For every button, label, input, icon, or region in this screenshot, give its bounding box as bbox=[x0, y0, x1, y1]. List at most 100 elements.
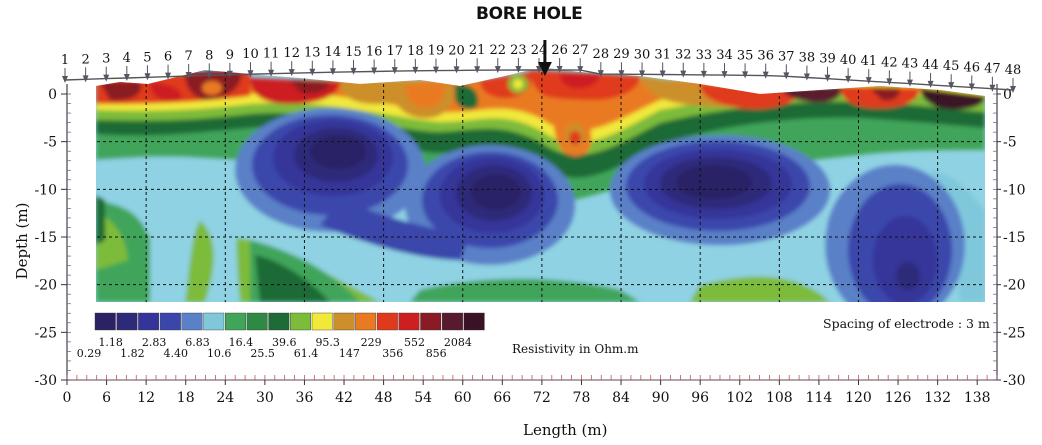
electrode-label: 10 bbox=[242, 47, 259, 62]
electrode-marker bbox=[639, 70, 646, 78]
x-tick-label: 48 bbox=[375, 390, 393, 406]
electrode-label: 15 bbox=[345, 45, 362, 60]
electrode-label: 29 bbox=[613, 47, 630, 62]
electrode-marker bbox=[494, 66, 501, 74]
electrode-label: 37 bbox=[778, 49, 795, 64]
x-tick-label: 24 bbox=[216, 390, 234, 406]
y-tick-label-right: -10 bbox=[1003, 182, 1026, 198]
legend-value: 61.4 bbox=[294, 347, 319, 360]
electrode-marker bbox=[144, 73, 151, 81]
legend-swatch bbox=[376, 312, 398, 331]
x-tick-label: 90 bbox=[652, 390, 670, 406]
x-tick-label: 132 bbox=[924, 390, 951, 406]
x-tick-label: 18 bbox=[177, 390, 195, 406]
electrode-marker bbox=[968, 83, 975, 91]
legend-value: 552 bbox=[404, 336, 425, 349]
electrode-marker bbox=[865, 77, 872, 85]
legend-swatch bbox=[116, 312, 138, 331]
y-tick-label-left: -15 bbox=[34, 230, 57, 246]
x-tick-label: 12 bbox=[137, 390, 155, 406]
legend-swatch bbox=[355, 312, 377, 331]
electrode-label: 22 bbox=[490, 43, 507, 58]
electrode-spacing-note: Spacing of electrode : 3 m bbox=[823, 316, 990, 331]
y-tick-label-left: -5 bbox=[43, 135, 57, 151]
x-tick-label: 120 bbox=[845, 390, 872, 406]
electrode-label: 3 bbox=[102, 52, 110, 67]
electrode-marker bbox=[618, 70, 625, 78]
electrode-marker bbox=[226, 70, 233, 78]
electrode-label: 21 bbox=[469, 43, 486, 58]
legend-value: 1.18 bbox=[98, 336, 123, 349]
electrode-label: 23 bbox=[510, 43, 527, 58]
legend-swatch bbox=[181, 312, 203, 331]
electrode-label: 28 bbox=[593, 47, 610, 62]
x-tick-label: 42 bbox=[335, 390, 353, 406]
section-grid bbox=[96, 68, 985, 302]
electrode-label: 13 bbox=[304, 46, 321, 61]
electrode-label: 33 bbox=[696, 48, 713, 63]
resistivity-legend: 0.291.181.822.834.406.8310.616.425.539.6… bbox=[77, 312, 485, 360]
borehole-arrow bbox=[537, 62, 552, 76]
electrode-marker bbox=[247, 70, 254, 78]
electrode-marker bbox=[123, 73, 130, 81]
axes: 0 6 12 18 24 30 36 42 48 54 60 66 72 78 84 90 96 102 108 11… bbox=[34, 84, 1026, 406]
electrode-label: 24 bbox=[531, 43, 548, 58]
electrode-label: 42 bbox=[881, 55, 898, 70]
electrode-marker bbox=[803, 73, 810, 81]
legend-swatch bbox=[333, 312, 355, 331]
x-tick-label: 0 bbox=[63, 390, 72, 406]
electrode-label: 14 bbox=[325, 45, 342, 60]
legend-swatch bbox=[159, 312, 181, 331]
electrode-marker bbox=[536, 66, 542, 73]
x-tick-label: 138 bbox=[964, 390, 991, 406]
x-tick-label: 84 bbox=[612, 390, 630, 406]
electrode-label: 31 bbox=[654, 47, 671, 62]
x-tick-label: 60 bbox=[454, 390, 472, 406]
legend-value: 229 bbox=[361, 336, 382, 349]
electrode-label: 5 bbox=[143, 50, 151, 65]
electrode-marker bbox=[680, 70, 687, 78]
electrode-label: 46 bbox=[964, 60, 981, 75]
electrode-marker bbox=[845, 75, 852, 83]
electrode-label: 12 bbox=[283, 46, 300, 61]
electrode-label: 35 bbox=[737, 48, 754, 63]
electrode-marker bbox=[906, 79, 913, 87]
electrode-marker bbox=[597, 70, 604, 78]
x-axis-title: Length (m) bbox=[523, 421, 608, 439]
x-tick-label: 96 bbox=[691, 390, 709, 406]
legend-value: 2084 bbox=[444, 336, 472, 349]
electrode-marker bbox=[1010, 86, 1016, 93]
legend-value: 2.83 bbox=[142, 336, 167, 349]
electrode-marker bbox=[329, 68, 336, 76]
electrode-label: 8 bbox=[205, 48, 213, 63]
electrode-label: 32 bbox=[675, 48, 692, 63]
legend-value: 4.40 bbox=[164, 347, 189, 360]
legend-value: 0.29 bbox=[77, 347, 102, 360]
electrode-label: 48 bbox=[1005, 63, 1022, 78]
electrode-marker bbox=[824, 74, 831, 82]
electrode-label: 38 bbox=[799, 51, 816, 66]
legend-value: 16.4 bbox=[229, 336, 254, 349]
electrode-marker bbox=[948, 82, 955, 90]
electrode-label: 26 bbox=[551, 43, 568, 58]
y-tick-label-left: -30 bbox=[34, 373, 57, 389]
legend-swatch bbox=[203, 312, 225, 331]
legend-value: 356 bbox=[382, 347, 403, 360]
electrode-marker bbox=[700, 70, 707, 78]
electrode-label: 4 bbox=[123, 51, 131, 66]
legend-swatch bbox=[138, 312, 160, 331]
legend-value: 1.82 bbox=[120, 347, 145, 360]
electrode-marker bbox=[659, 70, 666, 78]
electrode-label: 11 bbox=[263, 47, 280, 62]
electrode-markers: 1 2 3 4 5 6 7 8 9 10 11 12 13 14 15 16 17 18 19 20 21 22 23 24 2… bbox=[61, 43, 1021, 93]
electrode-marker bbox=[103, 74, 110, 82]
electrode-marker bbox=[82, 75, 89, 83]
electrode-marker bbox=[989, 84, 996, 92]
electrode-label: 17 bbox=[386, 44, 403, 59]
electrode-label: 36 bbox=[757, 49, 774, 64]
electrode-marker bbox=[721, 71, 728, 79]
legend-value: 10.6 bbox=[207, 347, 232, 360]
x-tick-label: 108 bbox=[766, 390, 793, 406]
electrode-label: 47 bbox=[984, 62, 1001, 77]
